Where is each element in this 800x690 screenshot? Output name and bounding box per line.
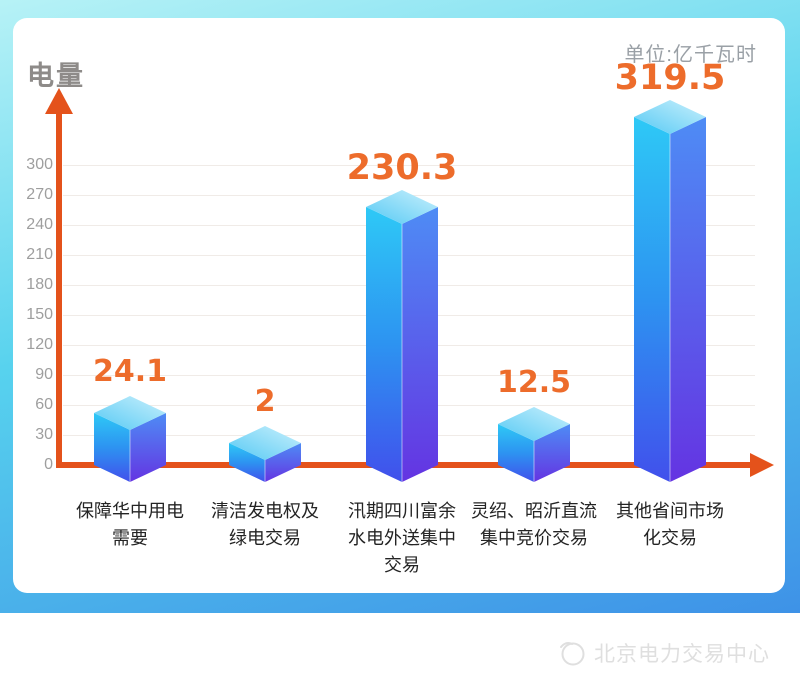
- category-label-line: 需要: [112, 528, 148, 548]
- bar-3d: [94, 396, 166, 482]
- category-label-line: 清洁发电权及: [211, 501, 319, 521]
- y-tick-label: 60: [35, 396, 53, 413]
- y-axis-title: 电量: [27, 61, 85, 91]
- brand-text: 北京电力交易中心: [594, 643, 770, 666]
- y-tick-label: 0: [44, 456, 53, 473]
- category-label-line: 汛期四川富余: [348, 501, 456, 521]
- x-axis-arrow-icon: [750, 453, 774, 477]
- category-label: 清洁发电权及 绿电交易: [187, 498, 343, 552]
- category-label-line: 水电外送集中: [348, 528, 456, 548]
- unit-label: 单位:亿千瓦时: [624, 44, 757, 66]
- y-axis-line: [56, 112, 62, 468]
- category-label-line: 保障华中用电: [76, 501, 184, 521]
- y-tick-label: 120: [26, 336, 53, 353]
- category-labels-layer: 保障华中用电 需要 清洁发电权及 绿电交易 汛期四川富余 水电外送集中 交易 灵绍、昭沂直流集…: [13, 18, 785, 593]
- brand-watermark: 北京电力交易中心: [557, 636, 770, 670]
- category-label-line: 其他省间市场: [616, 501, 724, 521]
- category-label-line: 化交易: [643, 528, 697, 548]
- category-label-line: 集中竞价交易: [480, 528, 588, 548]
- category-label: 灵绍、昭沂直流 集中竞价交易: [456, 498, 612, 552]
- category-label: 保障华中用电 需要: [52, 498, 208, 552]
- y-tick-label: 180: [26, 276, 53, 293]
- y-tick-label: 240: [26, 216, 53, 233]
- y-tick-labels-layer: 0 30 60 90 120 150 180 210 240 270 300: [13, 18, 785, 593]
- category-label: 汛期四川富余 水电外送集中 交易: [324, 498, 480, 579]
- y-tick-label: 90: [35, 366, 53, 383]
- bar-3d: [366, 190, 438, 482]
- y-tick-label: 150: [26, 306, 53, 323]
- brand-logo-icon: [560, 642, 585, 666]
- value-label: 319.5: [614, 58, 726, 98]
- category-label-line: 灵绍、昭沂直流: [471, 501, 597, 521]
- gridline: [63, 165, 755, 166]
- value-label: 2: [254, 384, 276, 419]
- category-label-line: 绿电交易: [229, 528, 301, 548]
- y-tick-label: 210: [26, 246, 53, 263]
- bar-3d: [498, 407, 570, 482]
- value-label: 12.5: [496, 365, 572, 400]
- y-tick-label: 300: [26, 156, 53, 173]
- category-label-line: 交易: [384, 555, 420, 575]
- value-label: 230.3: [346, 148, 458, 188]
- value-label: 24.1: [92, 354, 168, 389]
- category-label: 其他省间市场 化交易: [592, 498, 748, 552]
- bar-3d: [634, 100, 706, 482]
- y-tick-label: 270: [26, 186, 53, 203]
- chart-card: 电量 单位:亿千瓦时 0 30 60 90 120 150 180 210 240 270 300: [13, 18, 785, 593]
- bar-3d: [229, 426, 301, 482]
- y-tick-label: 30: [35, 426, 53, 443]
- y-axis-arrow-icon: [45, 88, 73, 114]
- bars-layer: 24.1 2: [13, 18, 785, 593]
